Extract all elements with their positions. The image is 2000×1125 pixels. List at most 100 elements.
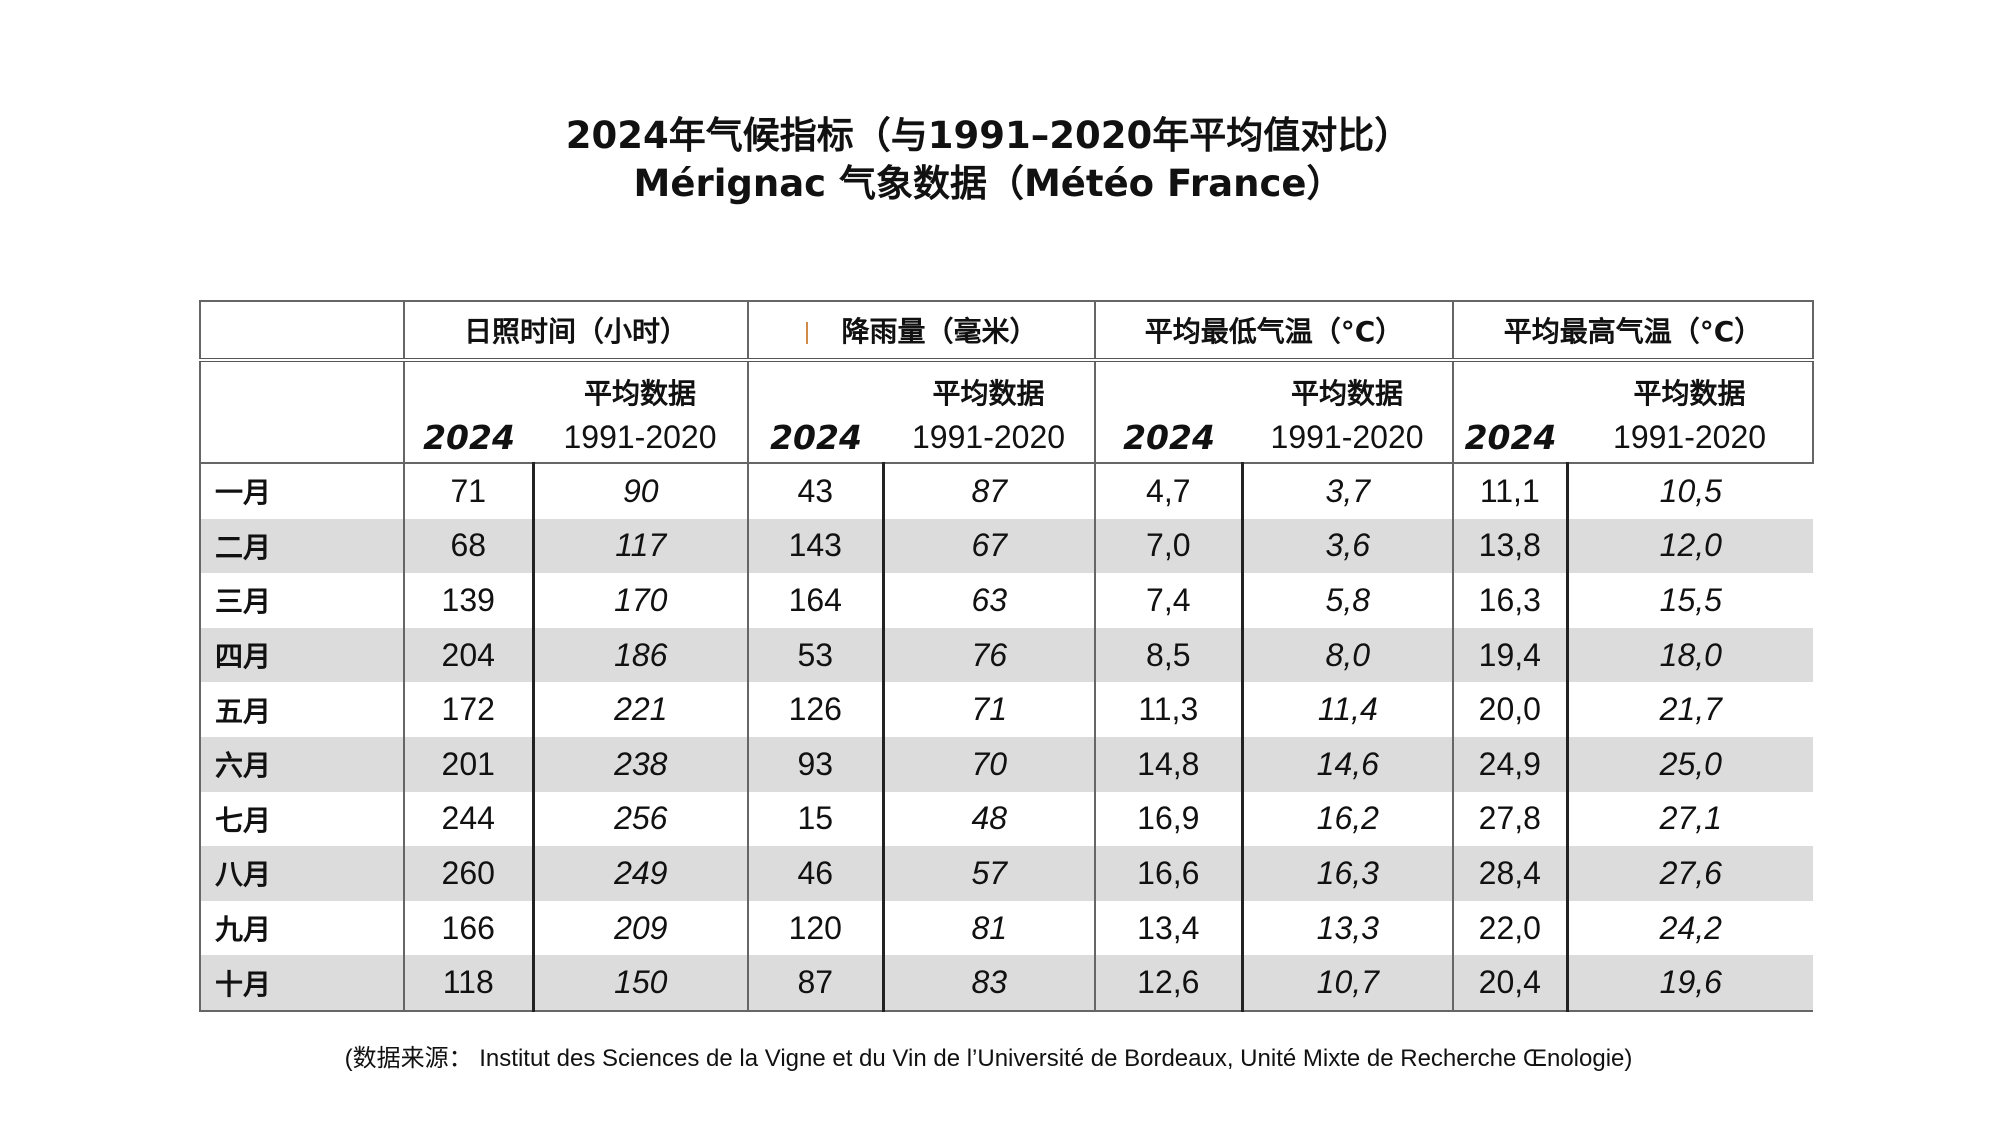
cell-rainfall-2024: 120 <box>748 900 885 956</box>
cell-rainfall-avg: 63 <box>883 573 1097 628</box>
period-label-sunshine: 1991-2020 <box>533 412 750 464</box>
cell-max-temp-avg: 12,0 <box>1567 518 1814 574</box>
avg-label-max-temp: 平均数据 <box>1567 358 1815 412</box>
cell-min-temp-avg: 3,6 <box>1242 518 1455 574</box>
cell-rainfall-2024: 43 <box>748 463 885 519</box>
period-label-min-temp: 1991-2020 <box>1242 412 1455 464</box>
cell-min-temp-avg: 13,3 <box>1242 900 1455 956</box>
cell-sunshine-2024: 139 <box>404 573 535 628</box>
table-body: 一月 71 90 43 87 4,7 3,7 11,1 10,5 二月 68 117 143 67 7,0 3… <box>199 463 1814 1012</box>
cell-rainfall-avg: 67 <box>883 518 1097 574</box>
cell-max-temp-2024: 20,0 <box>1453 682 1569 737</box>
cell-min-temp-avg: 10,7 <box>1242 955 1455 1012</box>
cell-rainfall-2024: 53 <box>748 627 885 683</box>
cell-max-temp-avg: 21,7 <box>1659 691 1722 728</box>
cell-min-temp-2024: 16,6 <box>1095 846 1244 901</box>
cell-sunshine-avg: 238 <box>533 736 750 792</box>
cell-rainfall-2024: 143 <box>748 518 885 574</box>
cell-rainfall-2024: 15 <box>748 791 885 847</box>
period-label-max-temp: 1991-2020 <box>1567 412 1815 464</box>
cell-min-temp-2024: 14,8 <box>1095 736 1244 792</box>
period-label-rainfall: 1991-2020 <box>883 412 1097 464</box>
cell-max-temp-avg: 24,2 <box>1659 909 1722 946</box>
cell-min-temp-avg: 11,4 <box>1242 682 1455 737</box>
year-label-rainfall: 2024 <box>747 412 884 464</box>
cell-rainfall-avg: 57 <box>883 846 1097 901</box>
cell-sunshine-2024: 118 <box>404 955 535 1012</box>
cell-min-temp-2024: 7,4 <box>1095 573 1244 628</box>
group-min-temp: 平均最低气温（°C） <box>1094 300 1455 361</box>
cell-min-temp-2024: 8,5 <box>1095 627 1244 683</box>
group-header-row: 日照时间（小时） 降雨量（毫米） 平均最低气温（°C） 平均最高气温（°C） <box>199 300 1815 361</box>
cell-max-temp-avg: 10,5 <box>1659 472 1722 509</box>
title-line-2: Mérignac 气象数据（Météo France） <box>633 162 1344 205</box>
group-rainfall: 降雨量（毫米） <box>747 300 1097 361</box>
month-label: 八月 <box>199 846 405 901</box>
cell-sunshine-avg: 249 <box>533 846 750 901</box>
cell-max-temp-2024: 27,8 <box>1453 791 1569 847</box>
cell-sunshine-avg: 117 <box>533 518 750 574</box>
month-label: 三月 <box>199 573 405 628</box>
avg-label-row: 平均数据 平均数据 平均数据 平均数据 <box>199 358 1815 412</box>
cell-max-temp-avg: 19,6 <box>1567 955 1814 1012</box>
cell-rainfall-avg: 76 <box>883 627 1097 683</box>
cell-sunshine-avg: 150 <box>533 955 750 1012</box>
table-row: 九月 166 209 120 81 13,4 13,3 22,0 24,2 <box>199 900 1813 956</box>
title-line-1: 2024年气候指标（与1991–2020年平均值对比） <box>565 114 1412 157</box>
cell-max-temp-2024: 13,8 <box>1453 518 1569 574</box>
cell-rainfall-avg: 81 <box>883 900 1097 956</box>
climate-table: 日照时间（小时） 降雨量（毫米） 平均最低气温（°C） 平均最高气温（°C） 平… <box>199 300 1815 1012</box>
cell-sunshine-avg: 209 <box>533 900 750 956</box>
cell-min-temp-avg: 8,0 <box>1242 627 1455 683</box>
empty-cell <box>403 358 533 412</box>
table-row: 二月 68 117 143 67 7,0 3,6 13,8 12,0 <box>199 518 1814 574</box>
cell-max-temp-2024: 19,4 <box>1453 627 1569 683</box>
cell-sunshine-2024: 68 <box>404 518 535 574</box>
cell-sunshine-avg: 90 <box>533 463 750 519</box>
cell-rainfall-avg: 87 <box>883 463 1097 519</box>
cell-min-temp-2024: 4,7 <box>1095 463 1244 519</box>
cell-min-temp-2024: 12,6 <box>1095 955 1244 1012</box>
period-label-row: 2024 1991-2020 2024 1991-2020 2024 1991-… <box>199 412 1815 464</box>
cell-min-temp-avg: 5,8 <box>1242 573 1455 628</box>
cell-sunshine-2024: 204 <box>404 627 535 683</box>
cell-max-temp-avg: 25,0 <box>1567 736 1814 792</box>
cell-rainfall-2024: 164 <box>748 573 885 628</box>
cell-max-temp-avg: 18,0 <box>1567 627 1814 683</box>
cell-sunshine-2024: 172 <box>404 682 535 737</box>
cell-min-temp-avg: 14,6 <box>1242 736 1455 792</box>
year-label-min-temp: 2024 <box>1094 412 1243 464</box>
cell-sunshine-avg: 186 <box>533 627 750 683</box>
cell-rainfall-avg: 70 <box>883 736 1097 792</box>
table-row: 五月 172 221 126 71 11,3 11,4 20,0 21,7 <box>199 682 1813 737</box>
table-row: 一月 71 90 43 87 4,7 3,7 11,1 10,5 <box>199 463 1813 519</box>
corner-cell <box>199 300 405 361</box>
cell-max-temp-2024: 28,4 <box>1453 846 1569 901</box>
rainfall-tick-mark <box>805 322 808 344</box>
cell-max-temp-avg: 27,6 <box>1567 846 1814 901</box>
cell-sunshine-2024: 71 <box>404 463 535 519</box>
cell-max-temp-2024: 16,3 <box>1453 573 1569 628</box>
table-row: 十月 118 150 87 83 12,6 10,7 20,4 19,6 <box>199 955 1814 1012</box>
empty-cell <box>1452 358 1568 412</box>
cell-rainfall-2024: 93 <box>748 736 885 792</box>
cell-min-temp-2024: 13,4 <box>1095 900 1244 956</box>
month-label: 五月 <box>199 682 405 737</box>
avg-label-min-temp: 平均数据 <box>1242 358 1455 412</box>
cell-rainfall-avg: 83 <box>883 955 1097 1012</box>
cell-max-temp-2024: 20,4 <box>1453 955 1569 1012</box>
cell-rainfall-avg: 48 <box>883 791 1097 847</box>
cell-sunshine-2024: 260 <box>404 846 535 901</box>
cell-max-temp-avg: 15,5 <box>1659 581 1722 618</box>
year-label-sunshine: 2024 <box>403 412 533 464</box>
empty-cell <box>747 358 884 412</box>
month-label: 四月 <box>199 627 405 683</box>
group-sunshine: 日照时间（小时） <box>402 300 750 361</box>
avg-label-sunshine: 平均数据 <box>533 358 750 412</box>
group-max-temp: 平均最高气温（°C） <box>1452 300 1815 361</box>
month-label: 十月 <box>199 955 405 1012</box>
group-rainfall-label: 降雨量（毫米） <box>841 315 1038 348</box>
year-label-max-temp: 2024 <box>1452 412 1568 464</box>
cell-rainfall-2024: 46 <box>748 846 885 901</box>
corner-cell-2 <box>199 358 405 412</box>
